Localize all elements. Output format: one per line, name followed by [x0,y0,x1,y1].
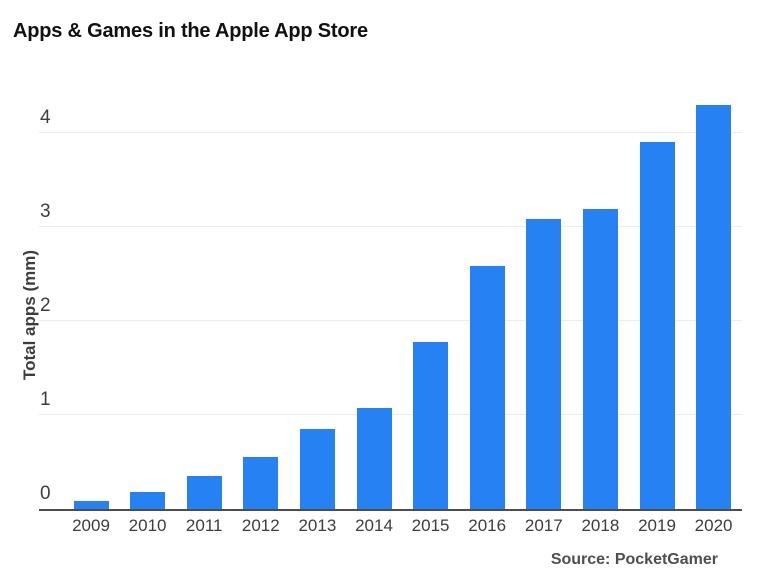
x-tick-label-2010: 2010 [128,516,167,535]
x-tick-label-2009: 2009 [72,516,110,535]
y-tick-label-3: 3 [40,201,51,222]
x-tick-label-2014: 2014 [355,516,393,535]
bar-2020 [696,104,732,509]
bar-2015 [413,341,449,509]
bar-2011 [186,476,222,509]
y-tick-label-4: 4 [40,107,51,128]
y-tick-label-0: 0 [40,483,51,504]
x-tick-label-2013: 2013 [298,516,337,535]
bar-2013 [299,429,335,509]
bar-2018 [582,209,618,509]
x-tick-label-2016: 2016 [468,516,507,535]
bar-2019 [639,142,675,509]
y-tick-label-2: 2 [40,295,51,316]
x-tick-label-2011: 2011 [185,516,223,535]
bar-2014 [356,408,392,509]
y-axis-title: Total apps (mm) [20,249,39,381]
x-tick-label-2015: 2015 [411,516,450,535]
bar-2012 [243,457,279,509]
bar-2016 [469,266,505,509]
y-tick-label-1: 1 [40,389,51,410]
gridline-3 [39,226,742,227]
x-axis-line [39,509,742,511]
x-tick-label-2019: 2019 [638,516,676,535]
x-tick-label-2020: 2020 [694,516,733,535]
x-tick-label-2017: 2017 [524,516,563,535]
x-tick-label-2018: 2018 [581,516,620,535]
chart-title: Apps & Games in the Apple App Store [13,20,368,42]
source-note: Source: PocketGamer [550,551,718,568]
bar-2009 [73,500,109,509]
x-tick-label-2012: 2012 [241,516,280,535]
gridline-2 [39,320,742,321]
plot-area: 0 1 2 3 4 [39,98,742,511]
bar-2017 [526,218,562,509]
gridline-4 [39,132,742,133]
bar-2010 [130,492,166,509]
